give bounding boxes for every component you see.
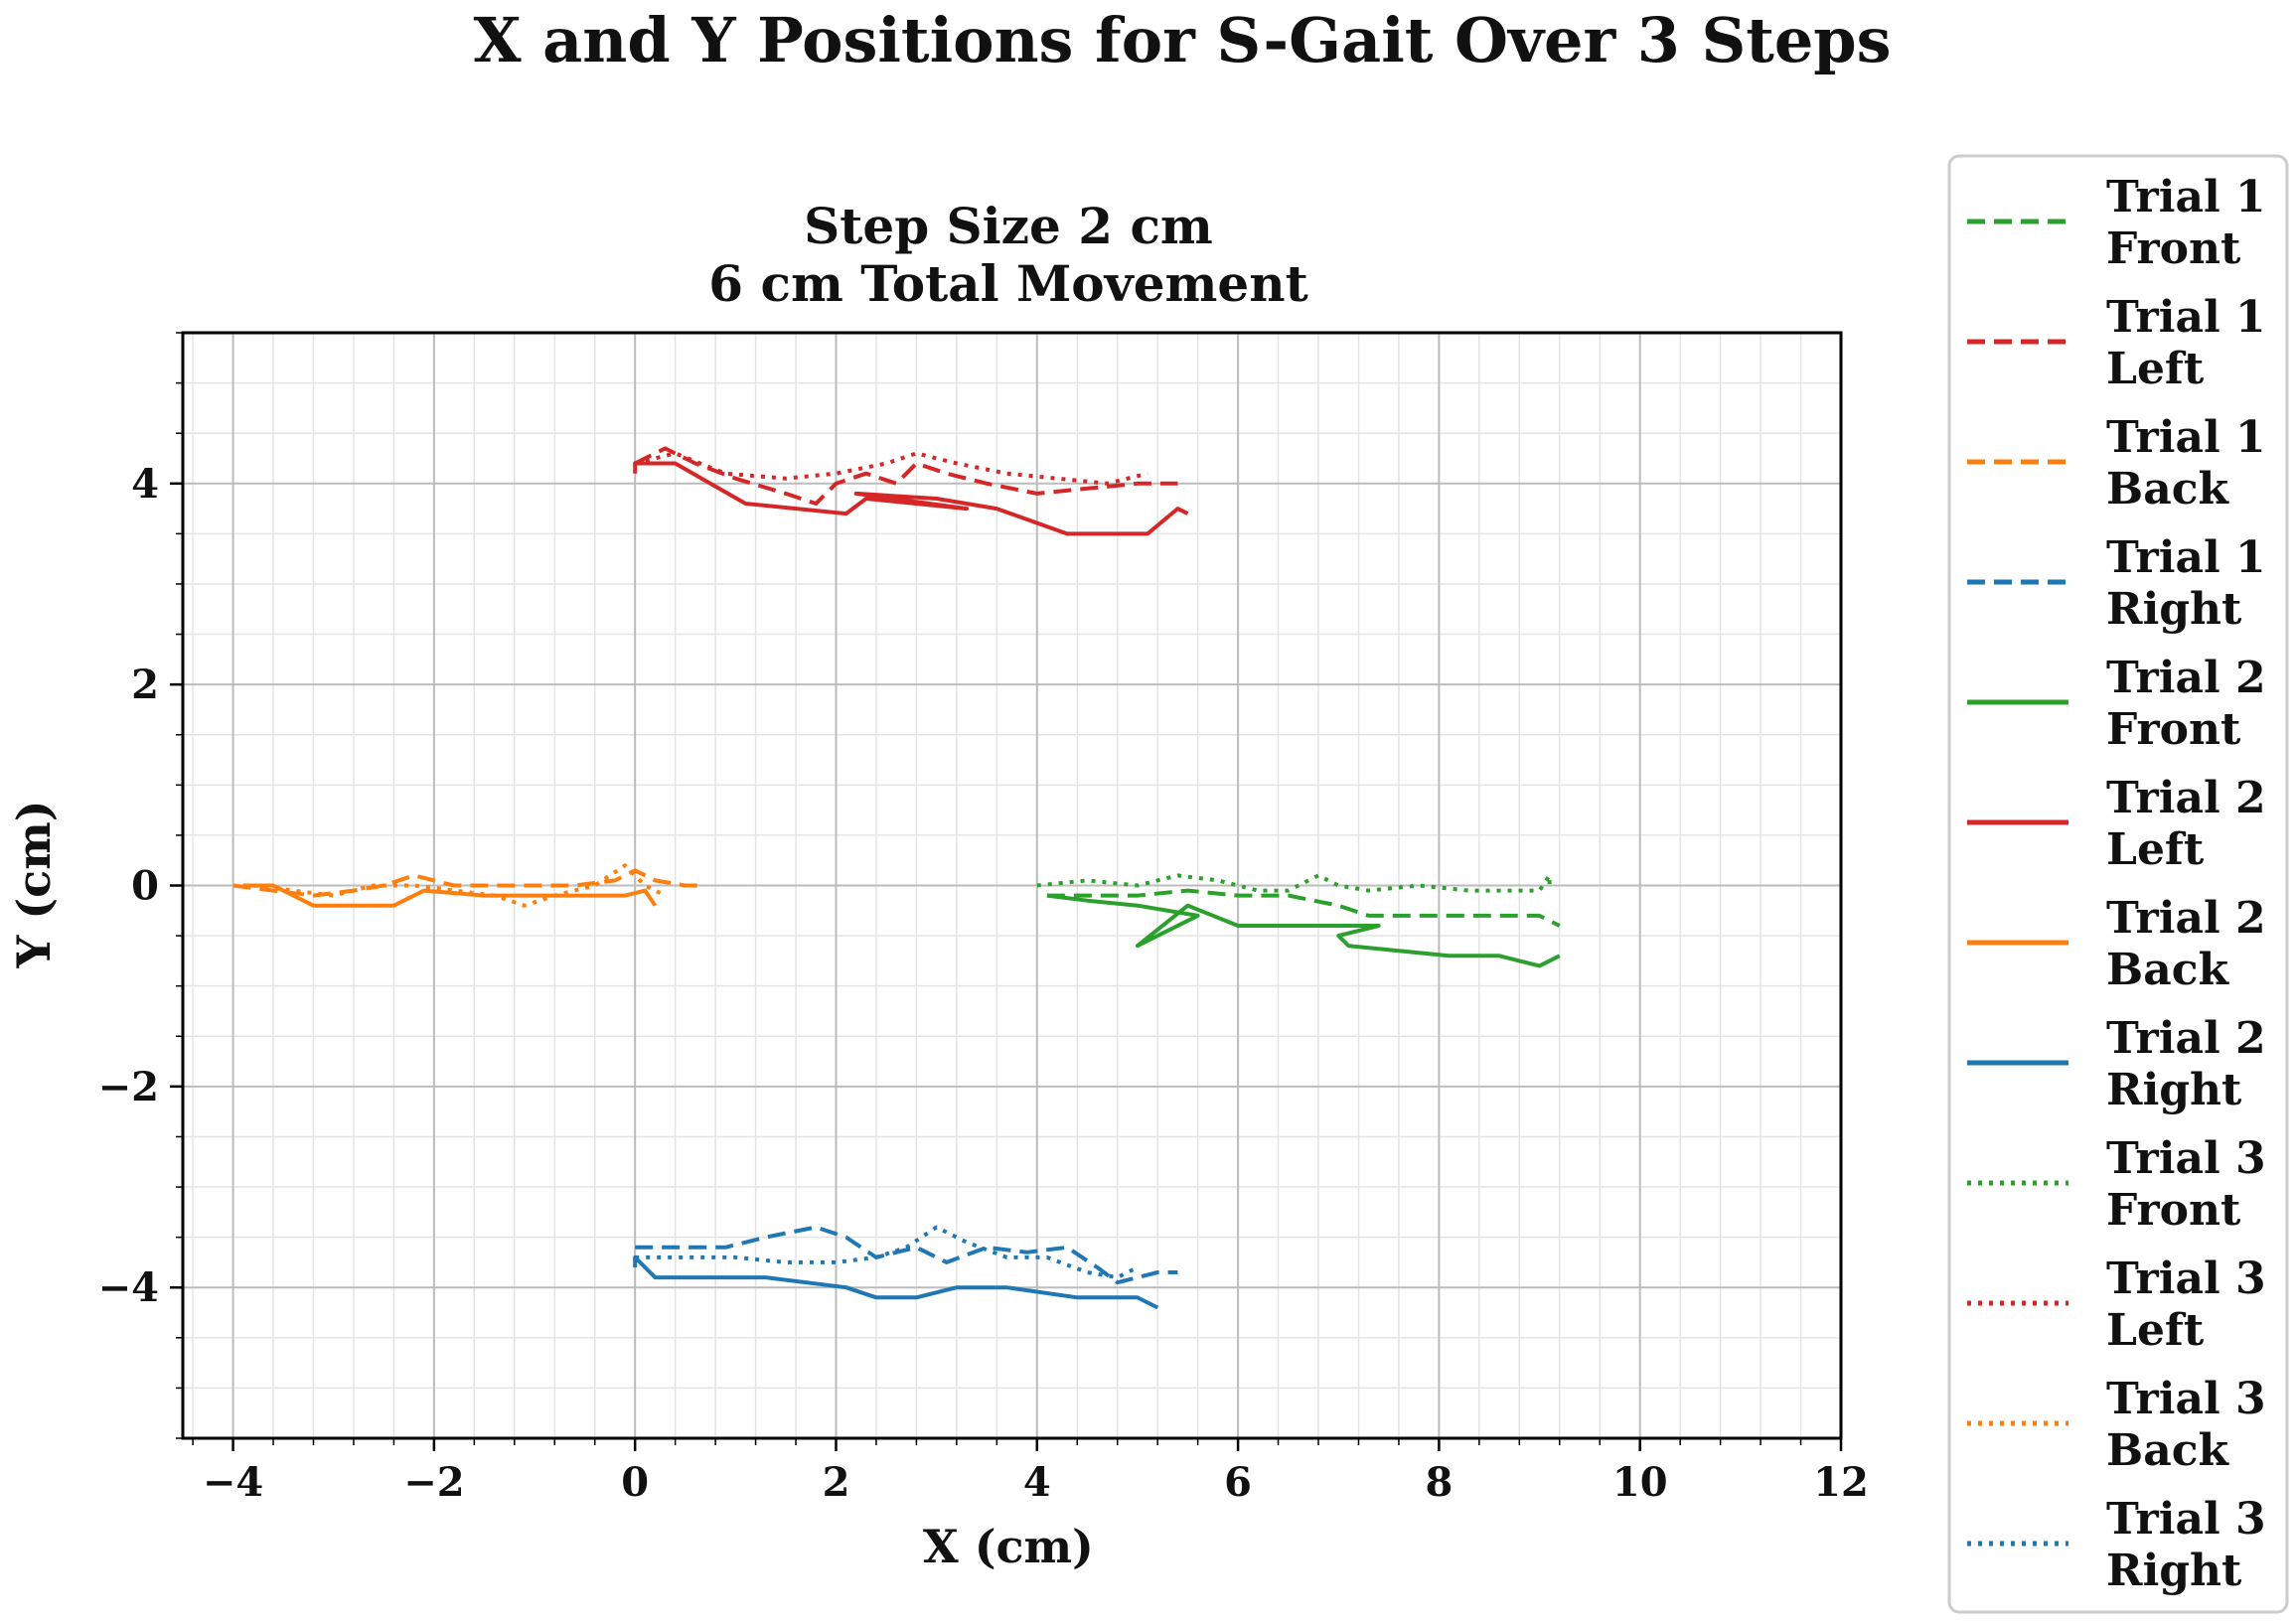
y-tick-label: 0 [131,863,159,910]
legend-label: Trial 1 [2106,172,2266,222]
series-line [1036,873,1552,893]
x-tick-label: 0 [621,1459,649,1506]
legend-label: Trial 2 [2106,893,2266,944]
series-layer [232,446,1561,1310]
legend-label: Trial 1 [2106,412,2266,463]
series-line [633,1254,1159,1310]
legend-label: Trial 3 [2106,1374,2266,1424]
legend-label: Left [2106,824,2205,875]
x-tick-label: 4 [1023,1459,1051,1506]
series-line [634,451,1148,486]
legend-label: Trial 2 [2106,773,2266,823]
y-tick-label: −4 [98,1264,159,1311]
series-line [252,863,667,908]
y-tick-label: 2 [131,662,159,708]
y-tick-label: 4 [131,461,159,508]
legend-label: Back [2106,464,2229,515]
ticks: −4 −2 0 2 4 6 8 10 12 −4 −2 0 2 4 [98,332,1869,1506]
series-line [635,1225,1178,1285]
series-line [635,1225,1139,1280]
legend-label: Left [2106,1305,2205,1356]
x-tick-label: 6 [1224,1459,1252,1506]
series-line [1046,888,1561,928]
y-tick-label: −2 [98,1064,159,1110]
x-tick-label: −2 [403,1459,464,1506]
legend-label: Trial 1 [2106,532,2266,583]
legend-label: Right [2106,1065,2242,1115]
axes-title-line2: 6 cm Total Movement [708,254,1307,313]
series-line [634,446,1178,506]
legend-frame [1947,154,2289,1614]
legend-label: Right [2106,584,2242,635]
legend-label: Left [2106,344,2205,394]
legend-label: Trial 1 [2106,292,2266,343]
legend-label: Trial 2 [2106,1013,2266,1064]
series-line [1046,893,1561,968]
legend-label: Front [2106,704,2241,755]
series-line [232,868,705,898]
series-line [242,883,658,908]
x-tick-label: −4 [203,1459,263,1506]
legend-label: Trial 3 [2106,1494,2266,1545]
legend-label: Back [2106,1425,2229,1476]
legend-label: Front [2106,1185,2241,1236]
legend-label: Right [2106,1546,2242,1596]
legend-label: Front [2106,223,2241,274]
x-tick-label: 2 [823,1459,850,1506]
legend-label: Trial 3 [2106,1133,2266,1184]
x-tick-label: 10 [1612,1459,1668,1506]
legend-label: Back [2106,945,2229,995]
legend-label: Trial 2 [2106,653,2266,703]
x-axis-label: X (cm) [923,1520,1094,1573]
suptitle: X and Y Positions for S-Gait Over 3 Step… [473,4,1891,76]
legend-label: Trial 3 [2106,1253,2266,1304]
axes-title-line1: Step Size 2 cm [804,197,1213,255]
series-line [633,461,1189,536]
y-axis-label: Y (cm) [7,800,61,968]
x-tick-label: 12 [1813,1459,1869,1506]
x-tick-label: 8 [1425,1459,1453,1506]
